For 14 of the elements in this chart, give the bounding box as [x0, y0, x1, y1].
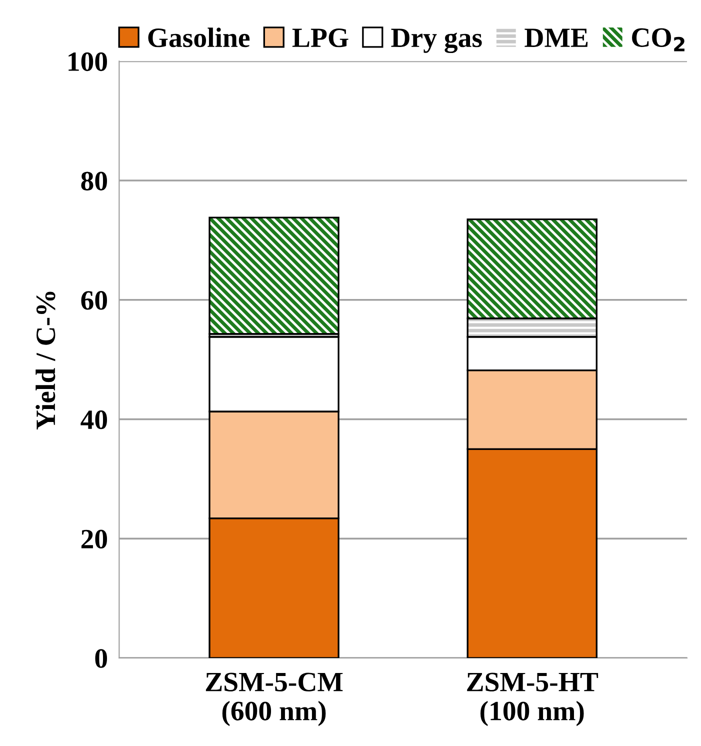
legend-label: LPG — [292, 28, 348, 48]
x-tick-label: ZSM-5-HT (100 nm) — [467, 672, 598, 726]
legend-label: Dry gas — [391, 28, 482, 54]
y-tick-label: 100 — [68, 52, 107, 72]
y-tick-label: 40 — [80, 410, 107, 430]
legend-label: Gasoline — [148, 28, 250, 48]
y-tick-label: 20 — [81, 530, 107, 549]
y-tick-label: 60 — [81, 291, 107, 310]
legend-label: DME — [524, 28, 588, 47]
legend-label: CO$_{2}$ — [632, 28, 684, 52]
y-tick-label: 0 — [95, 649, 107, 668]
x-tick-label: ZSM-5-CM (600 nm) — [206, 672, 343, 726]
y-axis-title: Yield / C-% — [36, 292, 56, 430]
y-tick-label: 80 — [81, 172, 107, 190]
